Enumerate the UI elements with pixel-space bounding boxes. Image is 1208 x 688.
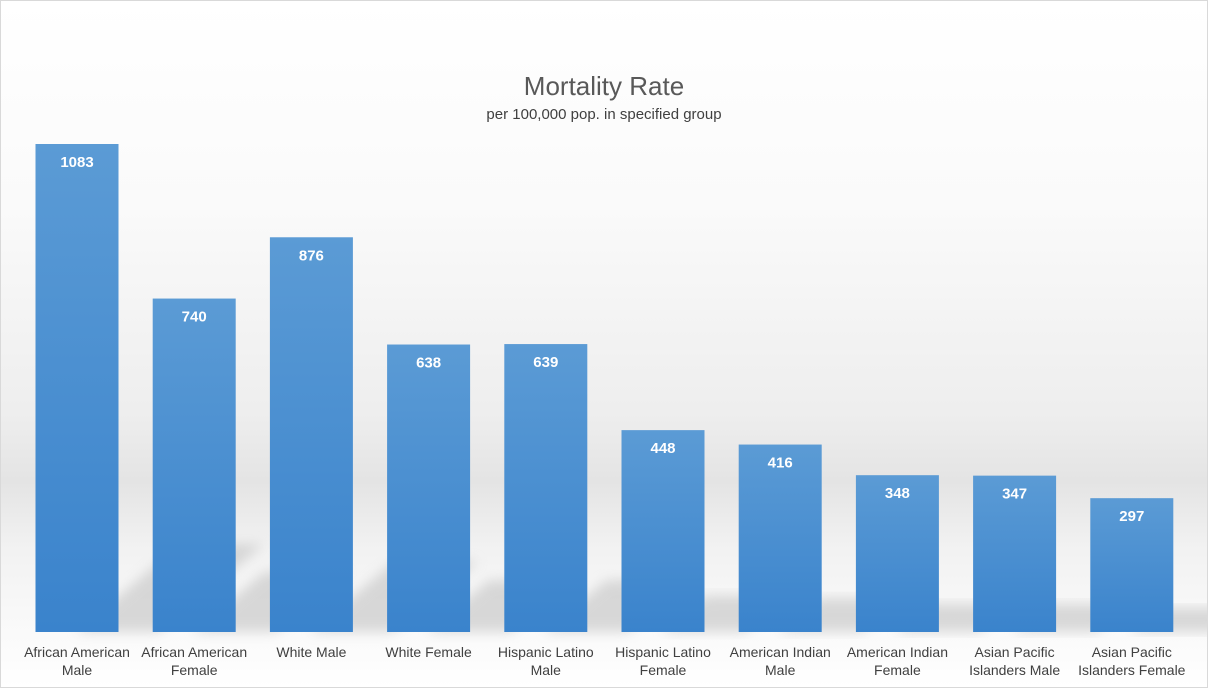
data-label: 638 [416,355,441,372]
bar [738,444,822,632]
category-label: Hispanic Latino Female [615,644,711,678]
category-label: White Male [276,644,346,660]
bar [621,430,705,632]
category-label: Asian Pacific Islanders Female [1078,644,1186,678]
category-label: African American Male [24,644,130,678]
data-label: 297 [1119,508,1144,525]
bar [973,475,1057,632]
category-label: American Indian Male [730,644,831,678]
bar [855,475,939,632]
category-label: American Indian Female [847,644,948,678]
bar [35,144,119,632]
category-label: Hispanic Latino Male [498,644,594,678]
chart-title: Mortality Rate [523,71,685,101]
chart-subtitle: per 100,000 pop. in specified group [486,106,722,123]
bar [1090,498,1174,632]
data-label: 639 [533,354,558,371]
bar [504,344,588,632]
bar [152,298,236,632]
category-label: African American Female [141,644,247,678]
category-label: White Female [385,644,472,660]
category-label: Asian Pacific Islanders Male [969,644,1060,678]
bar [387,344,471,632]
data-label: 348 [885,485,910,502]
data-label: 876 [299,247,324,264]
data-label: 740 [182,309,207,326]
data-label: 448 [650,440,675,457]
bar [269,237,353,632]
data-label: 1083 [60,154,93,171]
data-label: 416 [768,455,793,472]
data-label: 347 [1002,486,1027,503]
